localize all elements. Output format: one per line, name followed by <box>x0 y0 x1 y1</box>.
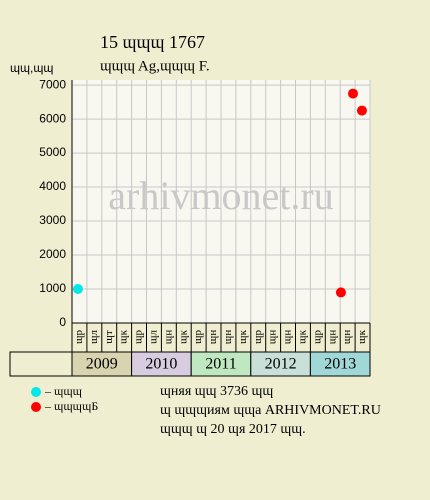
y-axis-label: ɰɰ,ɰɰ <box>10 61 53 75</box>
x-tick-label: ɰк <box>118 329 130 344</box>
y-tick-label: 4000 <box>39 179 66 193</box>
x-tick-label: ɰн <box>162 330 174 345</box>
x-tick-label: ɰк <box>237 329 249 344</box>
x-tick-label: ɰн <box>267 330 279 345</box>
year-label: 2011 <box>205 356 236 373</box>
y-tick-label: 5000 <box>39 145 66 159</box>
footer-text: ɰняя ɰɰ 3736 ɰɰ <box>160 384 273 399</box>
x-tick-label: ɰл <box>147 329 159 344</box>
y-tick-label: 6000 <box>39 111 66 125</box>
year-label: 2009 <box>86 356 118 373</box>
legend-label: – ɰɰɰ <box>44 384 83 398</box>
year-label: 2010 <box>145 356 177 373</box>
x-tick-label: ɰл <box>88 329 100 344</box>
x-tick-label: ɰн <box>282 330 294 345</box>
y-tick-label: 2000 <box>39 247 66 261</box>
x-tick-label: ɰр <box>133 329 145 344</box>
legend-label: – ɰɰɰɰБ <box>44 399 98 413</box>
footer-text: ɰɰɰ ɰ 20 ɰя 2017 ɰɰ. <box>160 422 306 437</box>
year-band <box>250 351 311 377</box>
chart-title: 15 ɰɰɰ 1767 <box>100 32 205 52</box>
point <box>348 88 359 99</box>
year-band <box>71 351 133 377</box>
x-tick-label: ɰн <box>341 330 353 345</box>
footer-text: ɰ ɰɰɰиям ɰɰа ARHIVMONET.RU <box>160 403 381 418</box>
x-tick-label: ɰр <box>252 329 264 344</box>
y-tick-label: 1000 <box>39 281 66 295</box>
x-tick-label: ɰн <box>326 330 338 345</box>
year-band <box>131 351 192 377</box>
x-tick-label: ɰр <box>311 329 323 344</box>
chart-subtitle: ɰɰɰ Ag,ɰɰɰ F. <box>100 58 210 74</box>
point <box>356 105 367 116</box>
year-label: 2012 <box>265 356 297 373</box>
year-band <box>309 351 371 377</box>
x-tick-label: ɰк <box>356 329 368 344</box>
point <box>72 284 83 295</box>
year-band <box>190 351 252 377</box>
legend-marker <box>31 402 41 412</box>
y-tick-label: 3000 <box>39 213 66 227</box>
x-tick-label: ɰт <box>103 330 115 344</box>
year-label: 2013 <box>324 356 356 373</box>
x-tick-label: ɰр <box>73 329 85 344</box>
x-tick-label: ɰк <box>296 329 308 344</box>
legend-marker <box>31 387 41 397</box>
x-tick-label: ɰр <box>192 329 204 344</box>
x-tick-label: ɰн <box>207 330 219 345</box>
x-tick-label: ɰн <box>222 330 234 345</box>
point <box>335 287 346 298</box>
x-tick-label: ɰк <box>177 329 189 344</box>
y-tick-label: 0 <box>59 315 66 329</box>
y-tick-label: 7000 <box>39 77 66 91</box>
